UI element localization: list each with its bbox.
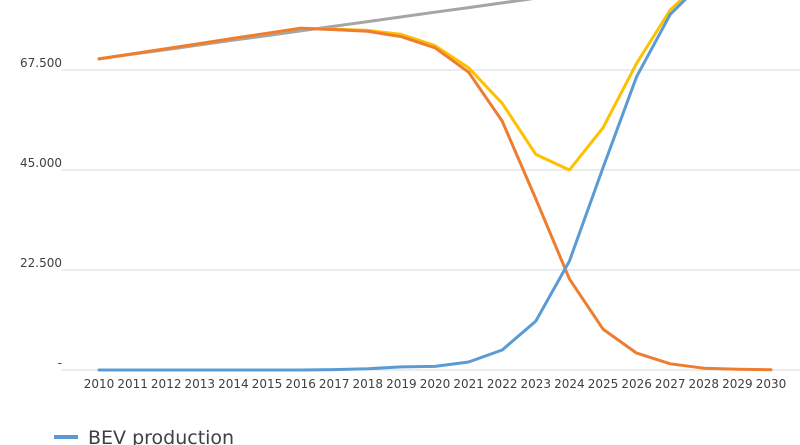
x-tick-label: 2012 bbox=[151, 377, 182, 391]
x-tick-label: 2029 bbox=[722, 377, 753, 391]
x-axis-tick-labels: 2010 2011 2012 2013 2014 2015 2016 2017 2018 2019… bbox=[84, 377, 787, 391]
x-tick-label: 2016 bbox=[285, 377, 316, 391]
series-line-3 bbox=[97, 26, 773, 372]
x-tick-label: 2028 bbox=[689, 377, 720, 391]
x-tick-label: 2010 bbox=[84, 377, 115, 391]
x-tick-label: 2011 bbox=[117, 377, 148, 391]
series-line-4 bbox=[97, 0, 687, 372]
y-tick-label: - bbox=[58, 356, 62, 370]
y-tick-label: 67.500 bbox=[20, 56, 62, 70]
x-tick-label: 2023 bbox=[521, 377, 552, 391]
x-tick-label: 2022 bbox=[487, 377, 518, 391]
y-tick-label: 45.000 bbox=[20, 156, 62, 170]
series-line-2 bbox=[97, 0, 684, 172]
gridlines bbox=[62, 69, 800, 371]
x-tick-label: 2026 bbox=[621, 377, 652, 391]
x-tick-label: 2015 bbox=[252, 377, 283, 391]
x-tick-label: 2014 bbox=[218, 377, 249, 391]
x-tick-label: 2025 bbox=[588, 377, 619, 391]
x-tick-label: 2030 bbox=[756, 377, 787, 391]
legend-label: BEV production bbox=[88, 427, 234, 445]
x-tick-label: 2020 bbox=[420, 377, 451, 391]
y-axis-tick-labels: - 22.500 45.000 67.500 bbox=[20, 56, 62, 370]
x-tick-label: 2027 bbox=[655, 377, 686, 391]
x-tick-label: 2019 bbox=[386, 377, 417, 391]
x-tick-label: 2017 bbox=[319, 377, 350, 391]
series-lines bbox=[97, 0, 773, 372]
y-tick-label: 22.500 bbox=[20, 256, 62, 270]
x-tick-label: 2021 bbox=[453, 377, 484, 391]
x-tick-label: 2013 bbox=[185, 377, 216, 391]
x-tick-label: 2018 bbox=[353, 377, 384, 391]
x-tick-label: 2024 bbox=[554, 377, 585, 391]
legend: BEV production bbox=[54, 427, 234, 445]
